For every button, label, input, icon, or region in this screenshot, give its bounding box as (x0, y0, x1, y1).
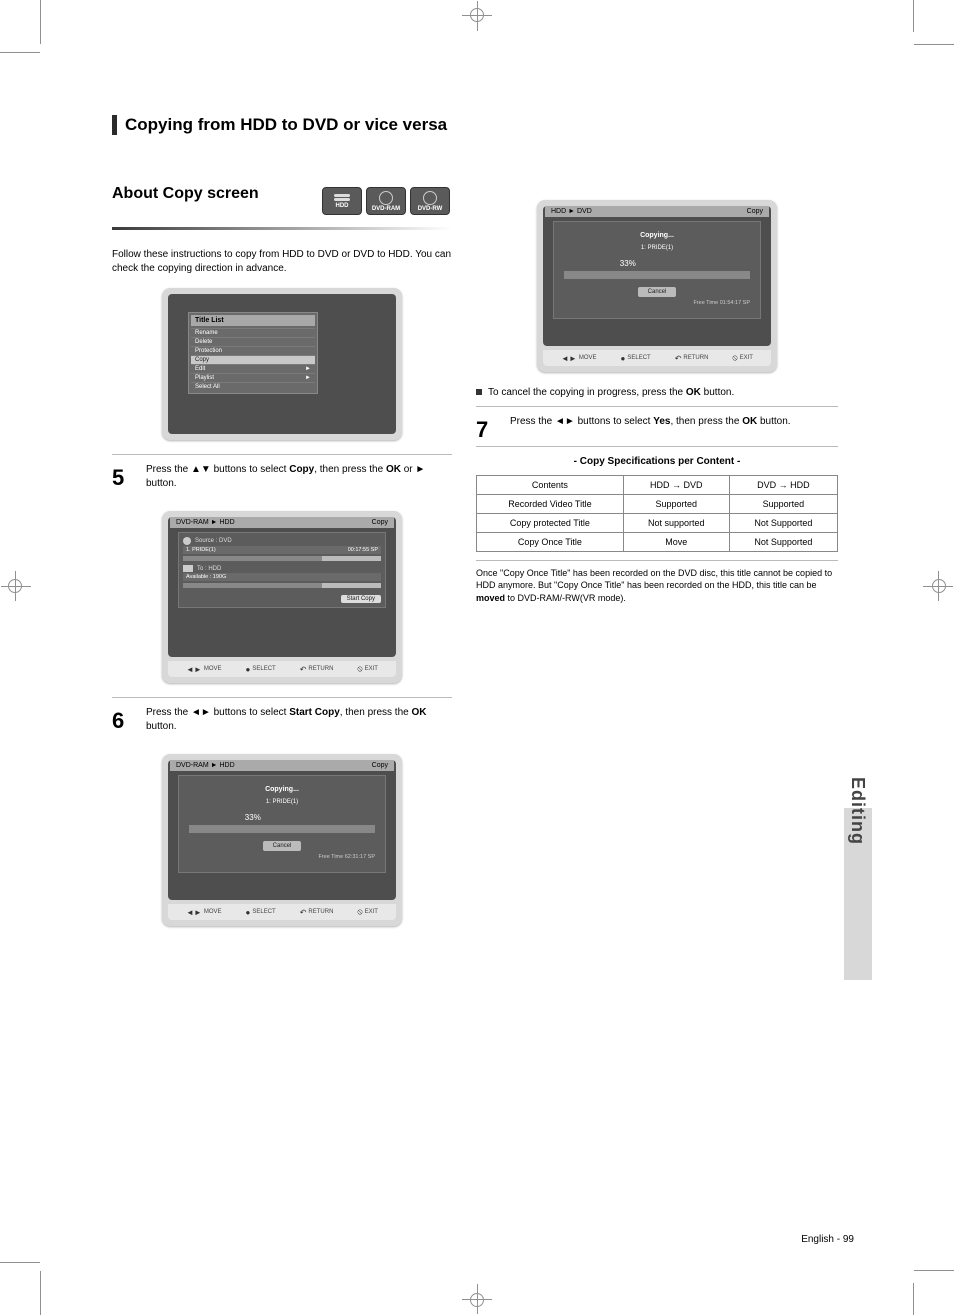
table-header: Contents (477, 475, 624, 494)
step-text: Press the ▲▼ buttons to select Copy, the… (146, 463, 452, 499)
osd-header-left: DVD-RAM ► HDD (176, 762, 235, 769)
context-row: Playlist► (191, 373, 315, 382)
select-icon: ● (621, 354, 626, 363)
left-column: Copying from HDD to DVD or vice versa Ab… (112, 115, 452, 940)
copy-title-row: 1. PRIDE(1)00:17:55 SP (183, 546, 381, 554)
step-text: Press the ◄► buttons to select Start Cop… (146, 706, 452, 742)
context-row: Select All (191, 382, 315, 391)
side-tab-label: Editing (847, 777, 868, 845)
osd-copy-list: DVD-RAM ► HDD Copy Source : DVD 1. PRIDE… (162, 511, 402, 683)
cancel-button: Cancel (263, 841, 302, 851)
step-number: 5 (112, 463, 138, 499)
context-row: Delete (191, 337, 315, 346)
table-cell: Copy protected Title (477, 513, 624, 532)
dest-meter (183, 583, 381, 588)
progress-bar (564, 271, 750, 279)
exit-icon: ⦸ (357, 907, 362, 917)
cancel-button: Cancel (638, 287, 677, 297)
osd-header-right: Copy (372, 519, 388, 526)
copy-spec-table: Contents HDD → DVD DVD → HDD Recorded Vi… (476, 475, 838, 552)
page-title: Copying from HDD to DVD or vice versa (112, 115, 452, 135)
osd-header-left: DVD-RAM ► HDD (176, 519, 235, 526)
cancel-note: To cancel the copying in progress, press… (476, 386, 838, 400)
osd-header-right: Copy (747, 208, 763, 215)
step-7: 7 Press the ◄► buttons to select Yes, th… (476, 406, 838, 446)
table-cell: Supported (729, 494, 837, 513)
footnote: Once "Copy Once Title" has been recorded… (476, 560, 838, 605)
copying-percent: 33% (564, 259, 750, 268)
table-cell: Not Supported (729, 513, 837, 532)
page-number: English - 99 (801, 1234, 854, 1245)
osd-header-right: Copy (372, 762, 388, 769)
move-icon: ◄► (186, 665, 202, 674)
start-copy-button: Start Copy (341, 595, 381, 603)
step-number: 7 (476, 415, 502, 446)
table-cell: Not supported (623, 513, 729, 532)
free-time: Free Time 01:54:17 SP (564, 300, 750, 306)
osd-copying-hdd-dvd: HDD ► DVD Copy Copying... 1: PRIDE(1) 33… (537, 200, 777, 372)
context-row: Rename (191, 328, 315, 337)
osd-button-bar: ◄►MOVE ●SELECT ↶RETURN ⦸EXIT (168, 661, 396, 677)
section-rule (112, 227, 452, 230)
copy-avail-row: Available : 190G (183, 573, 381, 581)
context-menu-title: Title List (191, 315, 315, 326)
osd-titlelist-menu: Title List Rename Delete Protection Copy… (162, 288, 402, 440)
step-number: 6 (112, 706, 138, 742)
media-badge-dvdram: DVD-RAM (366, 187, 406, 215)
free-time: Free Time 62:31:17 SP (189, 854, 375, 860)
osd-copying-dvd-hdd: DVD-RAM ► HDD Copy Copying... 1: PRIDE(1… (162, 754, 402, 926)
select-icon: ● (246, 908, 251, 917)
intro-paragraph: Follow these instructions to copy from H… (112, 248, 452, 276)
media-badges: HDD DVD-RAM DVD-RW (322, 187, 452, 215)
return-icon: ↶ (300, 908, 307, 917)
exit-icon: ⦸ (732, 353, 737, 363)
return-icon: ↶ (300, 665, 307, 674)
context-row: Protection (191, 346, 315, 355)
context-row: Edit► (191, 364, 315, 373)
table-header: HDD → DVD (623, 475, 729, 494)
move-icon: ◄► (561, 354, 577, 363)
spec-heading: - Copy Specifications per Content - (476, 446, 838, 469)
media-badge-dvdrw: DVD-RW (410, 187, 450, 215)
table-cell: Supported (623, 494, 729, 513)
copying-title: Copying... (564, 232, 750, 239)
osd-button-bar: ◄►MOVE ●SELECT ↶RETURN ⦸EXIT (543, 350, 771, 366)
source-meter (183, 556, 381, 561)
table-cell: Not Supported (729, 532, 837, 551)
step-text: Press the ◄► buttons to select Yes, then… (510, 415, 838, 446)
step-6: 6 Press the ◄► buttons to select Start C… (112, 697, 452, 742)
select-icon: ● (246, 665, 251, 674)
right-column: HDD ► DVD Copy Copying... 1: PRIDE(1) 33… (476, 200, 838, 605)
step-5: 5 Press the ▲▼ buttons to select Copy, t… (112, 454, 452, 499)
move-icon: ◄► (186, 908, 202, 917)
context-row-selected: Copy (191, 355, 315, 364)
progress-bar (189, 825, 375, 833)
table-cell: Move (623, 532, 729, 551)
table-cell: Copy Once Title (477, 532, 624, 551)
osd-button-bar: ◄►MOVE ●SELECT ↶RETURN ⦸EXIT (168, 904, 396, 920)
osd-header-left: HDD ► DVD (551, 208, 592, 215)
return-icon: ↶ (675, 354, 682, 363)
table-cell: Recorded Video Title (477, 494, 624, 513)
table-header: DVD → HDD (729, 475, 837, 494)
media-badge-hdd: HDD (322, 187, 362, 215)
copying-percent: 33% (189, 813, 375, 822)
copying-title: Copying... (189, 786, 375, 793)
exit-icon: ⦸ (357, 664, 362, 674)
copying-file: 1: PRIDE(1) (189, 799, 375, 805)
copying-file: 1: PRIDE(1) (564, 245, 750, 251)
